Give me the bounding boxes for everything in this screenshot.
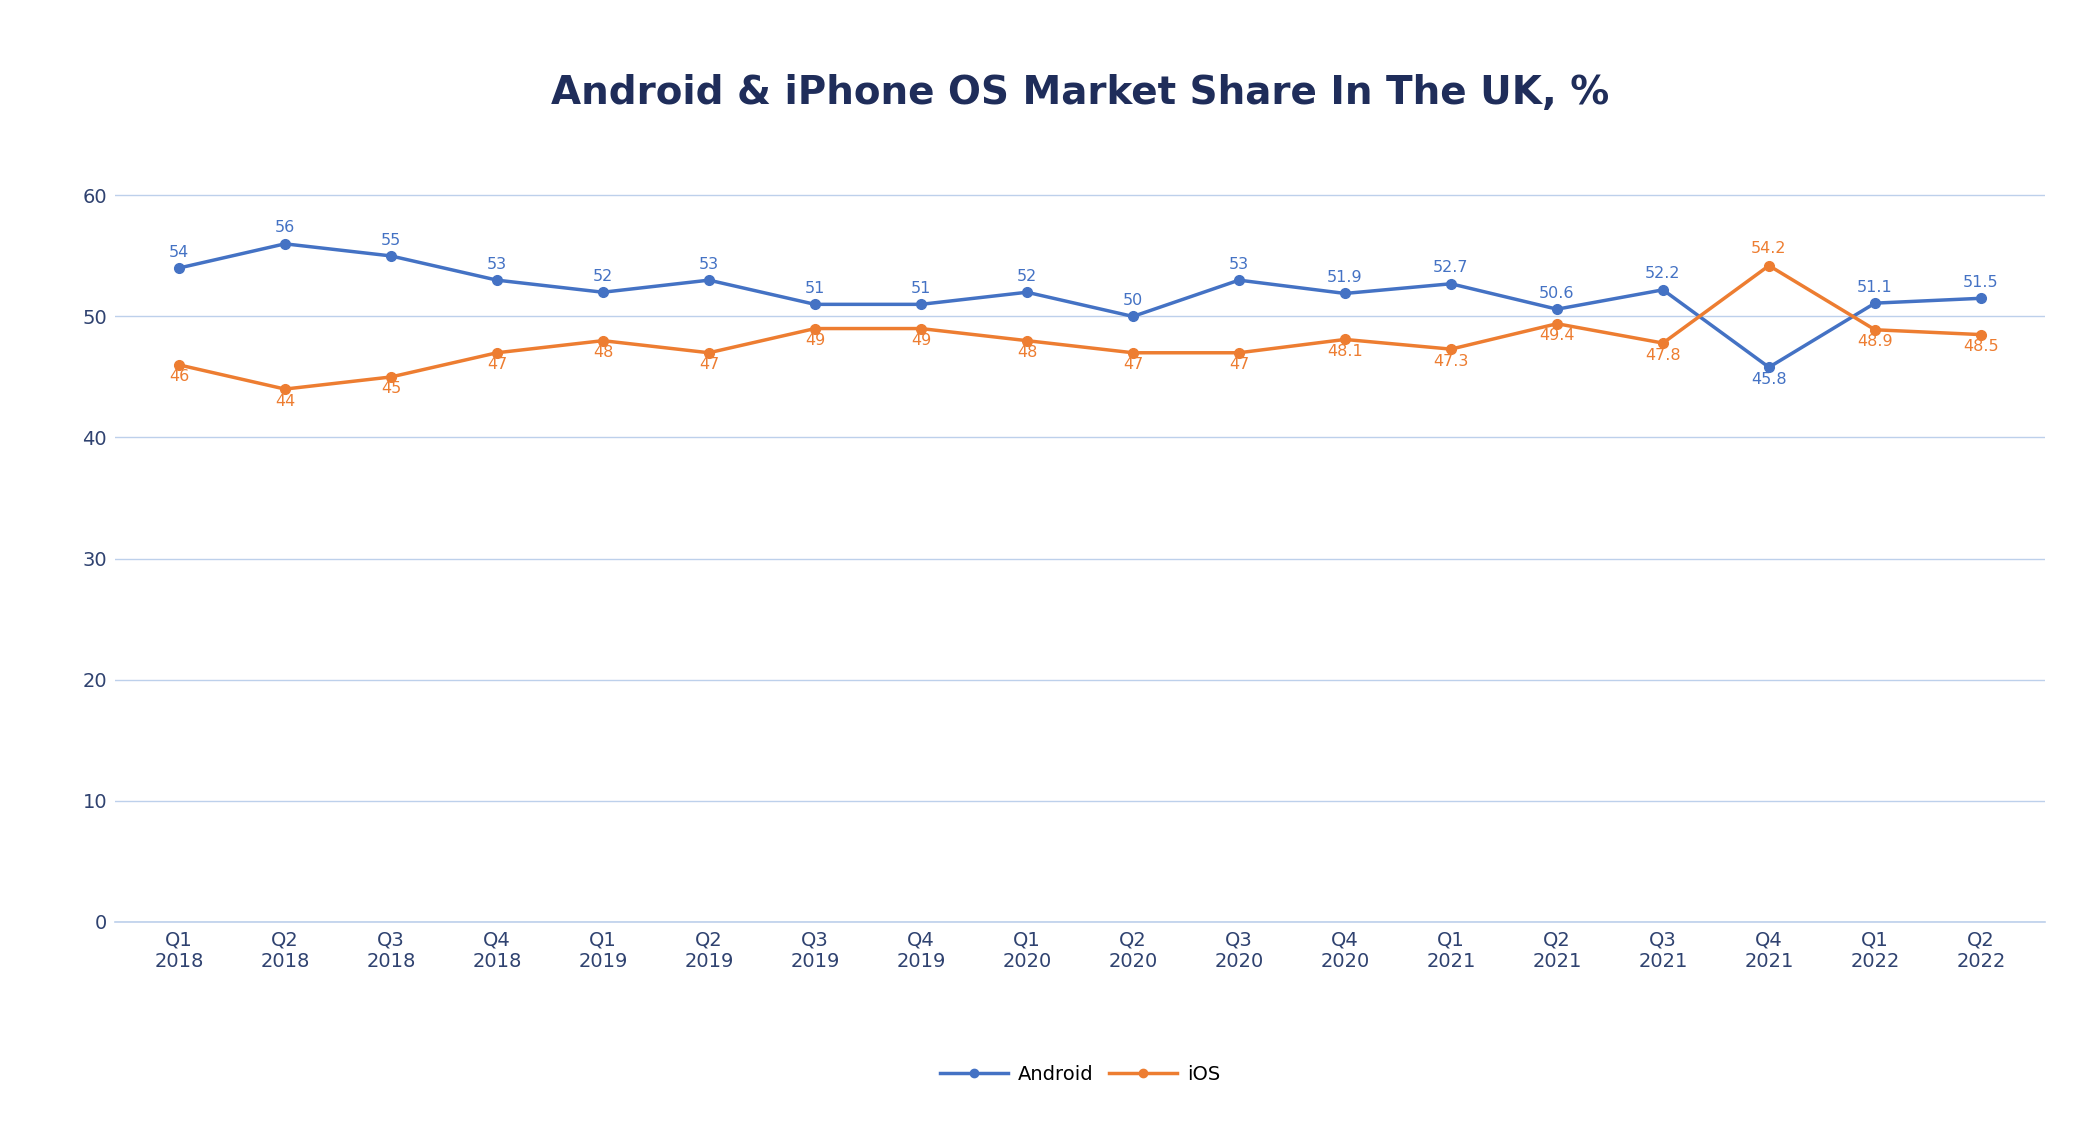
Text: 50.6: 50.6 [1539,285,1575,301]
Text: 56: 56 [275,220,296,236]
iOS [273,382,298,396]
Text: 46: 46 [170,370,189,384]
Text: 45: 45 [382,381,401,397]
Text: 49.4: 49.4 [1539,328,1575,343]
Text: 52.7: 52.7 [1432,261,1468,275]
Text: 47: 47 [698,357,719,372]
iOS [1757,259,1782,272]
iOS [1332,333,1357,346]
iOS [1227,346,1252,360]
Text: 55: 55 [382,233,401,247]
iOS [591,334,617,347]
Android [1439,277,1464,290]
Title: Android & iPhone OS Market Share In The UK, %: Android & iPhone OS Market Share In The … [552,74,1608,112]
Android [1332,287,1357,300]
Android [1650,283,1676,297]
Text: 48.5: 48.5 [1963,339,1998,354]
iOS [803,321,828,335]
iOS [1439,343,1464,356]
Text: 52.2: 52.2 [1646,266,1680,281]
Text: 47.8: 47.8 [1646,347,1682,363]
Text: 47.3: 47.3 [1432,354,1468,369]
Text: 48: 48 [1017,345,1038,360]
Text: 51.1: 51.1 [1858,280,1894,294]
Android [484,273,510,287]
Text: 53: 53 [487,256,507,272]
iOS [377,370,403,383]
Android [1757,361,1782,374]
Android [273,237,298,251]
Text: 51: 51 [805,281,824,296]
Android [696,273,721,287]
iOS [1120,346,1145,360]
Android [1543,302,1569,316]
Android [1120,310,1145,324]
Text: 53: 53 [698,256,719,272]
Text: 53: 53 [1229,256,1250,272]
Android [1969,291,1994,305]
Line: Android: Android [174,239,1986,372]
Android [377,250,403,263]
Text: 52: 52 [593,269,612,284]
Text: 52: 52 [1017,269,1038,284]
Text: 47: 47 [487,357,507,372]
Line: iOS: iOS [174,261,1986,393]
Text: 54.2: 54.2 [1751,241,1787,256]
Android [908,298,933,311]
Text: 49: 49 [805,333,824,348]
Text: 45.8: 45.8 [1751,372,1787,387]
iOS [1015,334,1040,347]
iOS [1543,317,1569,330]
Text: 47: 47 [1229,357,1250,372]
Text: 47: 47 [1122,357,1143,372]
Text: 48: 48 [593,345,612,360]
iOS [908,321,933,335]
Android [591,285,617,299]
Legend: Android, iOS: Android, iOS [933,1058,1227,1091]
iOS [1969,328,1994,342]
Text: 51: 51 [910,281,931,296]
Text: 54: 54 [170,245,189,260]
iOS [696,346,721,360]
Text: 51.9: 51.9 [1327,270,1363,285]
Text: 51.5: 51.5 [1963,275,1998,290]
Text: 48.9: 48.9 [1858,334,1894,350]
iOS [166,359,191,372]
iOS [1862,323,1887,336]
Android [803,298,828,311]
Text: 44: 44 [275,393,296,408]
Text: 50: 50 [1122,293,1143,308]
Text: 49: 49 [910,333,931,348]
Android [1227,273,1252,287]
Text: 48.1: 48.1 [1327,344,1363,359]
iOS [484,346,510,360]
Android [166,261,191,274]
Android [1015,285,1040,299]
Android [1862,297,1887,310]
iOS [1650,336,1676,350]
